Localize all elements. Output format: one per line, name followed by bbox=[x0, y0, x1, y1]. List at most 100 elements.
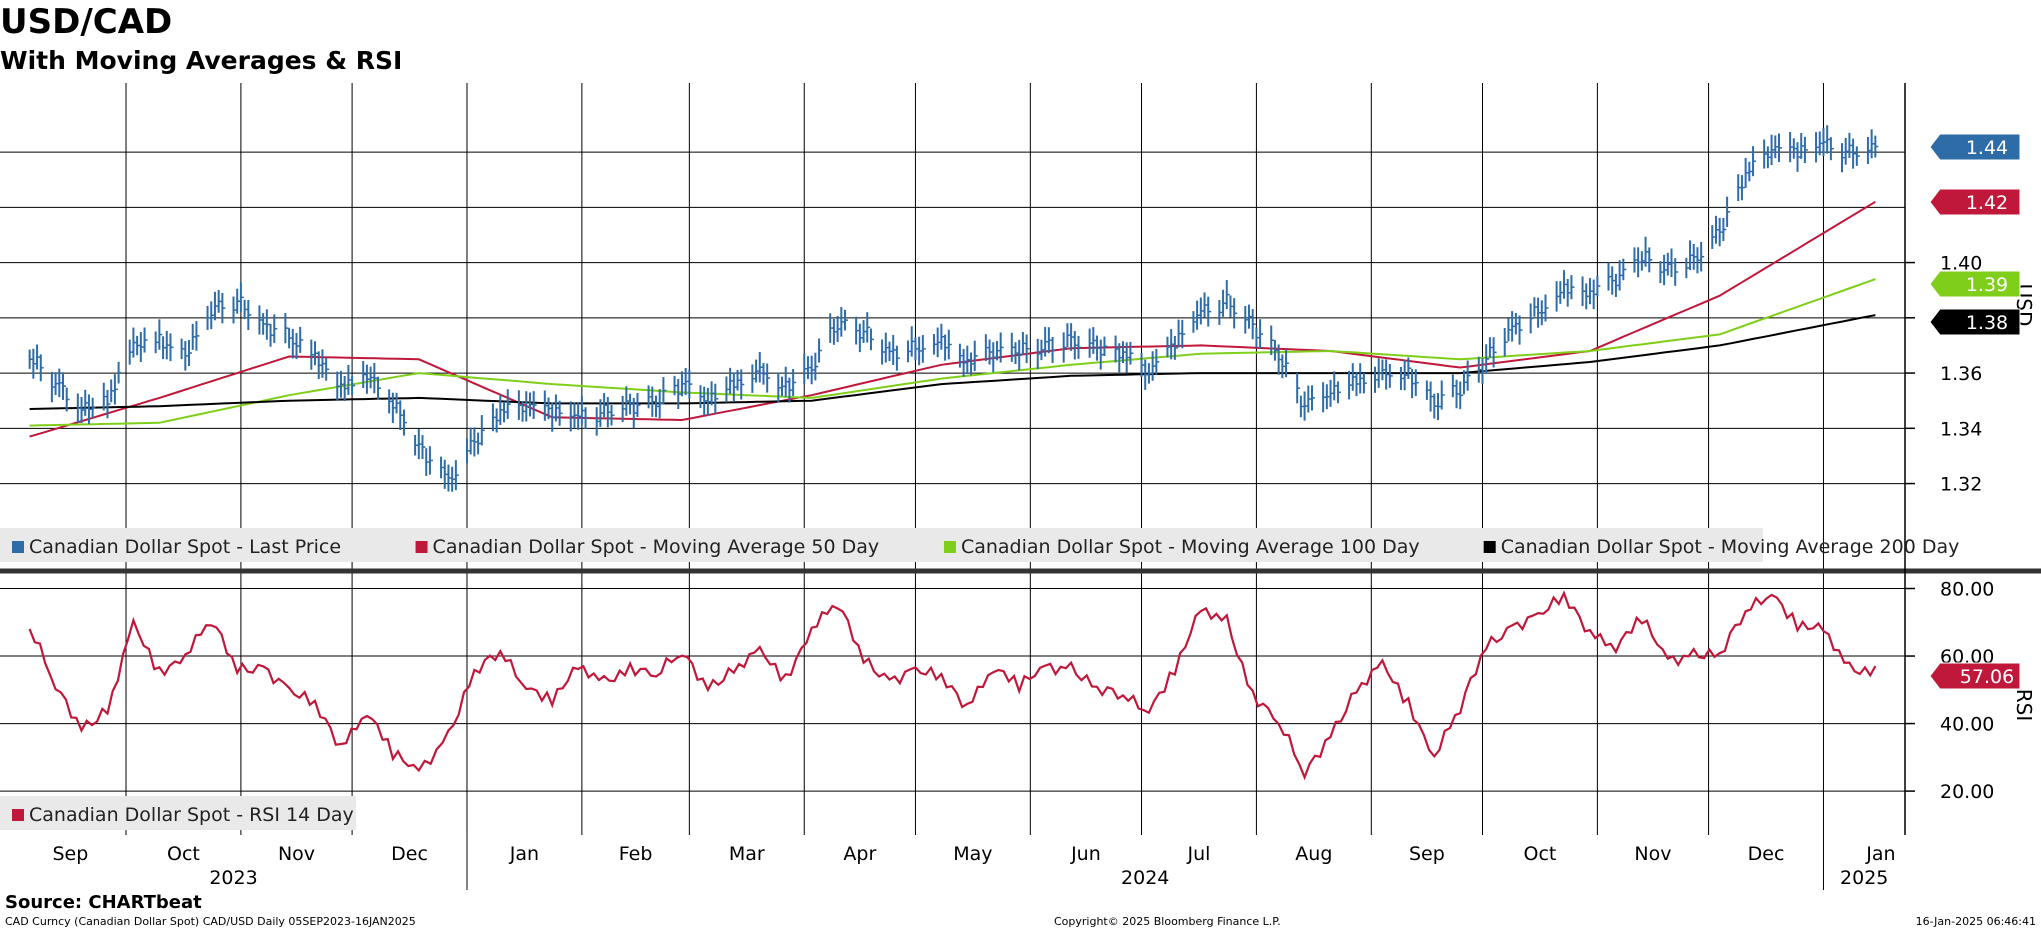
price-bar bbox=[1233, 298, 1238, 329]
price-bar bbox=[818, 338, 823, 363]
price-bar bbox=[528, 392, 533, 417]
price-bar bbox=[1374, 366, 1379, 393]
price-bar bbox=[443, 459, 448, 489]
price-bar bbox=[910, 326, 915, 357]
price-bar bbox=[1555, 281, 1560, 312]
price-bar bbox=[1692, 243, 1697, 270]
price-bar bbox=[629, 393, 634, 415]
price-bar bbox=[755, 359, 760, 383]
price-bar bbox=[128, 339, 133, 365]
price-bar bbox=[1047, 327, 1052, 354]
price-bar bbox=[710, 381, 715, 406]
price-bar bbox=[888, 341, 893, 362]
price-bar bbox=[1070, 323, 1075, 351]
price-bar bbox=[143, 327, 148, 353]
price-bar bbox=[1637, 247, 1642, 278]
rsi-14-line bbox=[28, 590, 1877, 781]
price-tick-label: 1.40 bbox=[1940, 253, 1982, 275]
price-tag: 1.38 bbox=[1929, 308, 2021, 336]
price-bar bbox=[1533, 297, 1538, 317]
price-bar bbox=[1481, 357, 1486, 385]
price-bar bbox=[317, 351, 322, 380]
legends: Canadian Dollar Spot - Last Price Canadia… bbox=[0, 528, 1959, 830]
price-bar bbox=[762, 362, 767, 385]
axes: 1.321.341.361.381.4020.0040.0060.0080.00… bbox=[53, 253, 2036, 890]
chart-subtitle: With Moving Averages & RSI bbox=[0, 46, 403, 75]
price-bar bbox=[543, 390, 548, 421]
price-bar bbox=[792, 368, 797, 396]
year-label: 2025 bbox=[1840, 867, 1888, 889]
price-bar bbox=[1540, 300, 1545, 326]
price-bar bbox=[1437, 393, 1442, 421]
month-label: Nov bbox=[1634, 843, 1671, 865]
price-bar bbox=[1518, 315, 1523, 345]
price-bar bbox=[162, 336, 167, 360]
price-bar bbox=[1199, 297, 1204, 325]
price-bar bbox=[1355, 371, 1360, 397]
legend-swatch bbox=[12, 809, 24, 821]
price-bar bbox=[970, 352, 975, 376]
year-label: 2023 bbox=[209, 867, 257, 889]
month-label: Oct bbox=[167, 843, 200, 865]
price-bar bbox=[291, 328, 296, 359]
price-bar bbox=[102, 382, 107, 411]
timestamp: 16-Jan-2025 06:46:41 bbox=[1915, 915, 2036, 928]
price-tick-label: 1.32 bbox=[1940, 474, 1982, 496]
month-label: Sep bbox=[53, 843, 89, 865]
legend-swatch bbox=[415, 541, 428, 553]
price-bar bbox=[54, 372, 59, 396]
price-bar bbox=[236, 288, 241, 314]
price-bar bbox=[158, 319, 163, 350]
price-bar bbox=[606, 397, 611, 428]
price-bar bbox=[1570, 275, 1575, 300]
price-bar bbox=[1529, 303, 1534, 334]
month-label: Jun bbox=[1070, 843, 1101, 865]
price-bar bbox=[1663, 254, 1668, 286]
price-bar bbox=[521, 401, 526, 422]
price-bar bbox=[336, 371, 341, 401]
price-bar bbox=[999, 332, 1004, 363]
price-bar bbox=[554, 394, 559, 422]
price-bar bbox=[480, 415, 485, 446]
price-bar bbox=[1073, 331, 1078, 360]
price-tag-label: 1.44 bbox=[1966, 137, 2008, 159]
price-bar bbox=[132, 327, 137, 358]
price-bar bbox=[1229, 295, 1234, 318]
price-bar bbox=[1425, 380, 1430, 400]
price-bar bbox=[206, 305, 211, 330]
price-bar bbox=[781, 376, 786, 397]
price-bar bbox=[1222, 289, 1227, 317]
price-bar bbox=[165, 330, 170, 360]
price-bar bbox=[391, 392, 396, 423]
price-bar bbox=[351, 375, 356, 396]
price-bar bbox=[1844, 137, 1849, 165]
price-bar bbox=[1399, 367, 1404, 390]
rsi-tag-label: 57.06 bbox=[1960, 666, 2014, 688]
price-tag-label: 1.38 bbox=[1966, 312, 2008, 334]
price-bar bbox=[1385, 359, 1390, 390]
price-bar bbox=[425, 448, 430, 476]
price-bar bbox=[1451, 374, 1456, 398]
price-bar bbox=[1329, 379, 1334, 407]
price-bar bbox=[1307, 385, 1312, 413]
price-bar bbox=[1429, 381, 1434, 412]
rsi-legend-box bbox=[0, 796, 356, 830]
month-label: Dec bbox=[391, 843, 428, 865]
price-bar bbox=[577, 402, 582, 430]
price-bar bbox=[732, 372, 737, 402]
price-bar bbox=[1181, 319, 1186, 349]
price-bar bbox=[1700, 241, 1705, 272]
legend-label: Canadian Dollar Spot - RSI 14 Day bbox=[29, 804, 354, 826]
price-bar bbox=[784, 366, 789, 397]
price-bar bbox=[725, 376, 730, 403]
price-bar bbox=[1685, 257, 1690, 279]
price-bar bbox=[1147, 363, 1152, 384]
price-bar bbox=[1559, 281, 1564, 304]
price-bar bbox=[325, 357, 330, 381]
price-bar bbox=[1511, 311, 1516, 342]
price-bar bbox=[621, 395, 626, 422]
price-bar bbox=[1774, 135, 1779, 159]
last-value-tags: 1.44 1.42 1.39 1.38 57.06 bbox=[1929, 133, 2021, 690]
price-bar bbox=[895, 345, 900, 371]
